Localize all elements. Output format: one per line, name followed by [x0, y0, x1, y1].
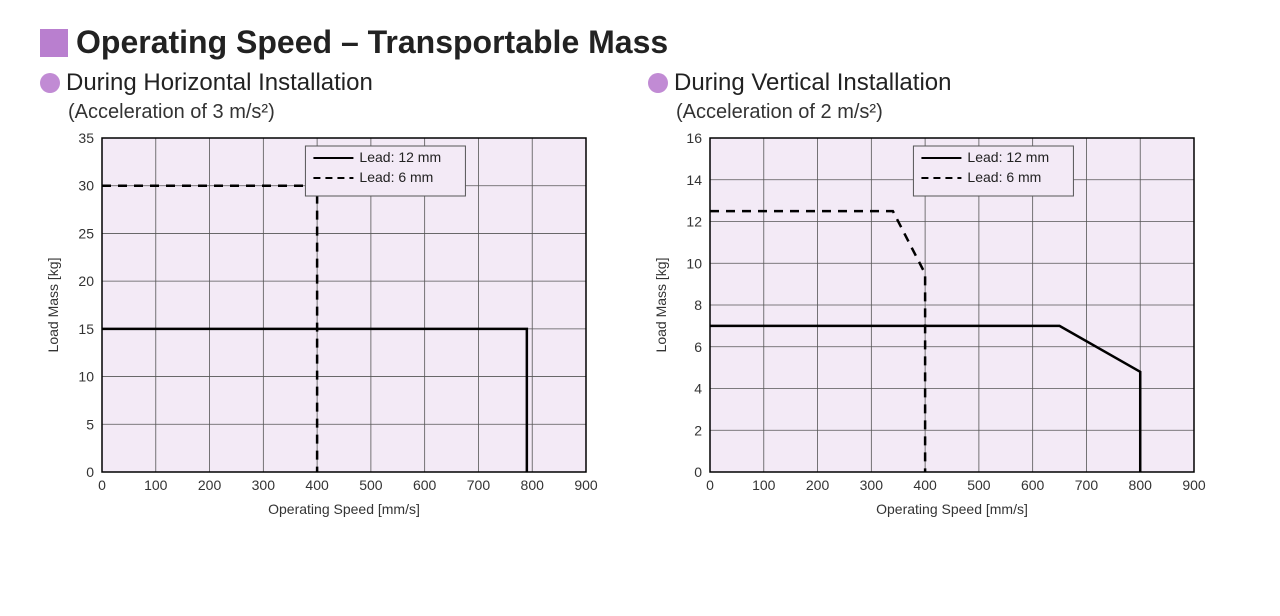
svg-text:14: 14: [686, 172, 702, 188]
circle-bullet-icon: [40, 73, 60, 93]
svg-text:300: 300: [860, 477, 884, 493]
svg-text:900: 900: [574, 477, 598, 493]
svg-text:Operating Speed [mm/s]: Operating Speed [mm/s]: [268, 501, 420, 517]
svg-text:600: 600: [413, 477, 437, 493]
svg-text:400: 400: [913, 477, 937, 493]
square-bullet-icon: [40, 29, 68, 57]
svg-text:200: 200: [806, 477, 830, 493]
chart-block: During Vertical Installation (Acceleratio…: [648, 69, 1208, 528]
svg-text:Load Mass [kg]: Load Mass [kg]: [653, 258, 669, 353]
legend: Lead: 12 mm Lead: 6 mm: [305, 146, 465, 196]
chart: 0 100 200 300 400 500 600 700 800 900 0 5 10 15 20 25 30…: [40, 128, 600, 528]
main-title: Operating Speed – Transportable Mass: [76, 24, 668, 61]
svg-text:600: 600: [1021, 477, 1045, 493]
legend: Lead: 12 mm Lead: 6 mm: [913, 146, 1073, 196]
svg-text:400: 400: [305, 477, 329, 493]
main-title-row: Operating Speed – Transportable Mass: [40, 24, 1240, 61]
svg-text:700: 700: [1075, 477, 1099, 493]
svg-text:800: 800: [1129, 477, 1153, 493]
svg-text:15: 15: [78, 321, 94, 337]
svg-text:800: 800: [521, 477, 545, 493]
svg-text:100: 100: [752, 477, 776, 493]
svg-text:200: 200: [198, 477, 222, 493]
svg-text:16: 16: [686, 130, 702, 146]
chart: 0 100 200 300 400 500 600 700 800 900 0 2 4 6 8 10 12 14 1…: [648, 128, 1208, 528]
svg-text:700: 700: [467, 477, 491, 493]
circle-bullet-icon: [648, 73, 668, 93]
svg-text:6: 6: [694, 339, 702, 355]
charts-row: During Horizontal Installation (Accelerat…: [40, 69, 1240, 528]
svg-text:0: 0: [706, 477, 714, 493]
svg-text:10: 10: [78, 369, 94, 385]
svg-text:500: 500: [967, 477, 991, 493]
sub-title-row: During Vertical Installation: [648, 69, 1208, 97]
svg-text:300: 300: [252, 477, 276, 493]
svg-text:20: 20: [78, 273, 94, 289]
svg-text:35: 35: [78, 130, 94, 146]
svg-text:10: 10: [686, 255, 702, 271]
svg-text:8: 8: [694, 297, 702, 313]
svg-text:100: 100: [144, 477, 168, 493]
svg-text:0: 0: [86, 464, 94, 480]
svg-text:2: 2: [694, 422, 702, 438]
svg-text:Operating Speed [mm/s]: Operating Speed [mm/s]: [876, 501, 1028, 517]
svg-text:4: 4: [694, 381, 702, 397]
svg-text:Lead: 6 mm: Lead: 6 mm: [967, 169, 1041, 185]
svg-text:Load Mass [kg]: Load Mass [kg]: [45, 258, 61, 353]
svg-text:Lead: 6 mm: Lead: 6 mm: [359, 169, 433, 185]
acceleration-note: (Acceleration of 2 m/s²): [676, 101, 1208, 124]
svg-text:0: 0: [98, 477, 106, 493]
svg-text:0: 0: [694, 464, 702, 480]
svg-text:Lead: 12 mm: Lead: 12 mm: [359, 149, 441, 165]
svg-text:12: 12: [686, 214, 702, 230]
sub-title: During Horizontal Installation: [66, 69, 373, 97]
sub-title: During Vertical Installation: [674, 69, 951, 97]
svg-text:500: 500: [359, 477, 383, 493]
svg-text:900: 900: [1182, 477, 1206, 493]
sub-title-row: During Horizontal Installation: [40, 69, 600, 97]
svg-text:5: 5: [86, 416, 94, 432]
chart-block: During Horizontal Installation (Accelerat…: [40, 69, 600, 528]
svg-text:25: 25: [78, 225, 94, 241]
svg-text:30: 30: [78, 178, 94, 194]
acceleration-note: (Acceleration of 3 m/s²): [68, 101, 600, 124]
svg-text:Lead: 12 mm: Lead: 12 mm: [967, 149, 1049, 165]
